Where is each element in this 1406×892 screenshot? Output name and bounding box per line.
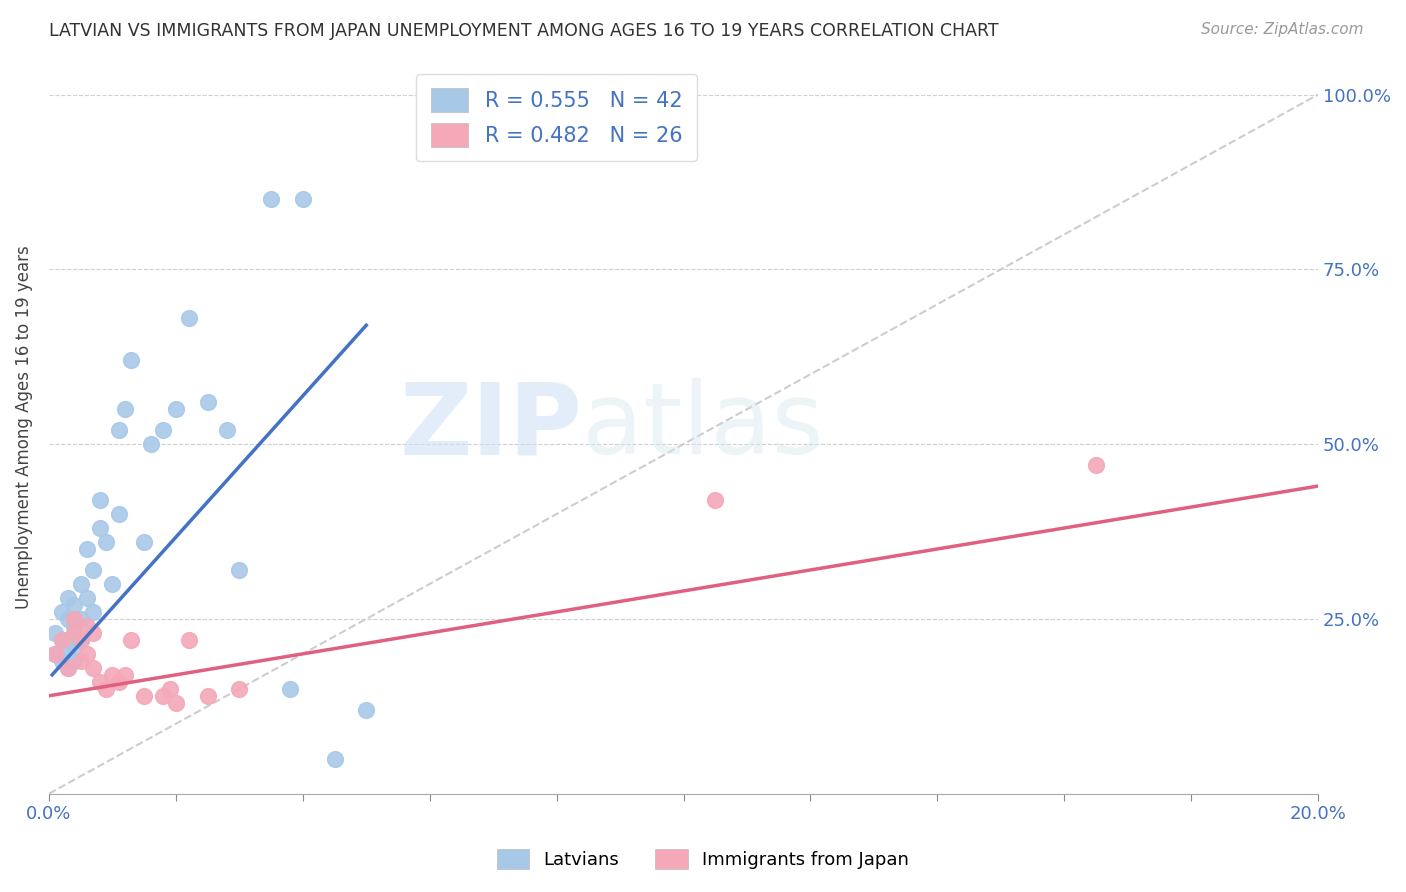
Point [107,674,129,689]
Point [82,661,104,675]
Point [89,674,111,689]
Point [51,654,73,668]
Point [278,681,301,696]
Point [63,619,86,633]
Point [228,563,250,577]
Point [63,612,86,626]
Point [228,681,250,696]
Point [76,591,98,605]
Point [76,619,98,633]
Point [134,535,156,549]
Point [121,632,143,647]
Point [139,437,162,451]
Point [152,423,174,437]
Point [121,353,143,368]
Point [82,563,104,577]
Point [56,661,79,675]
Point [69,612,91,626]
Point [134,689,156,703]
Point [69,632,91,647]
Point [51,632,73,647]
Point [177,632,200,647]
Point [44,626,66,640]
Point [56,661,79,675]
Point [107,507,129,521]
Point [114,668,136,682]
Point [69,577,91,591]
Point [56,647,79,661]
Point [101,577,124,591]
Point [101,668,124,682]
Text: atlas: atlas [582,378,824,475]
Point [63,640,86,654]
Y-axis label: Unemployment Among Ages 16 to 19 years: Unemployment Among Ages 16 to 19 years [15,244,32,608]
Point [76,541,98,556]
Point [56,591,79,605]
Point [63,654,86,668]
Point [89,521,111,535]
Point [107,423,129,437]
Point [165,696,187,710]
Point [51,632,73,647]
Point [291,193,314,207]
Point [44,647,66,661]
Text: Source: ZipAtlas.com: Source: ZipAtlas.com [1201,22,1364,37]
Point [56,632,79,647]
Point [114,402,136,417]
Legend: R = 0.555   N = 42, R = 0.482   N = 26: R = 0.555 N = 42, R = 0.482 N = 26 [416,74,697,161]
Text: LATVIAN VS IMMIGRANTS FROM JAPAN UNEMPLOYMENT AMONG AGES 16 TO 19 YEARS CORRELAT: LATVIAN VS IMMIGRANTS FROM JAPAN UNEMPLO… [49,22,998,40]
Point [1085,458,1108,472]
Point [89,493,111,508]
Point [94,681,117,696]
Point [76,647,98,661]
Point [177,311,200,326]
Point [159,681,181,696]
Point [152,689,174,703]
Text: ZIP: ZIP [399,378,582,475]
Point [197,395,219,409]
Point [82,626,104,640]
Point [215,423,238,437]
Point [56,612,79,626]
Legend: Latvians, Immigrants from Japan: Latvians, Immigrants from Japan [488,839,918,879]
Point [197,689,219,703]
Point [63,626,86,640]
Point [165,402,187,417]
Point [94,535,117,549]
Point [44,647,66,661]
Point [323,752,346,766]
Point [260,193,283,207]
Point [51,605,73,619]
Point [704,493,727,508]
Point [63,598,86,612]
Point [69,654,91,668]
Point [82,605,104,619]
Point [69,632,91,647]
Point [356,703,378,717]
